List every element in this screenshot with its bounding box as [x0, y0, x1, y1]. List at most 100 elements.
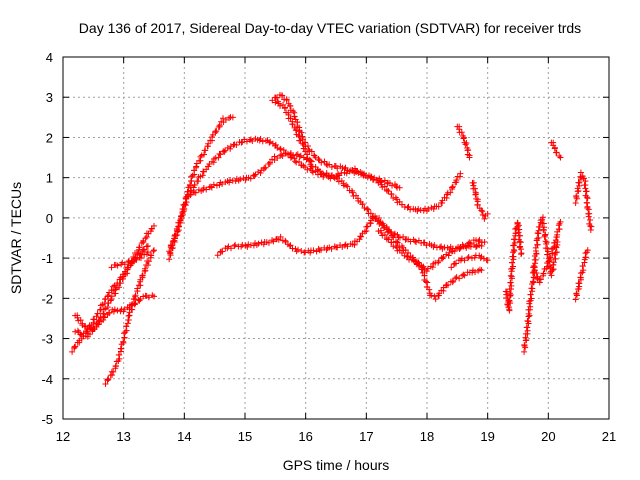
grid-lines	[63, 57, 609, 419]
data-point	[506, 307, 513, 314]
data-point	[112, 286, 119, 293]
data-point	[232, 241, 239, 248]
data-point	[320, 171, 327, 178]
data-point	[378, 229, 385, 236]
data-point	[131, 301, 138, 308]
y-tick-label: 3	[46, 90, 53, 105]
data-point	[292, 127, 299, 134]
data-point	[74, 314, 81, 321]
data-point	[349, 189, 356, 196]
data-point	[151, 247, 157, 254]
data-point	[121, 334, 128, 341]
data-point	[587, 223, 594, 230]
data-point	[359, 201, 366, 208]
data-point	[295, 132, 302, 139]
data-point	[463, 139, 470, 146]
data-point	[193, 163, 200, 170]
data-point	[357, 233, 364, 240]
data-point	[584, 195, 591, 202]
data-point	[550, 259, 557, 266]
series-track-k	[214, 213, 485, 303]
data-point	[388, 191, 395, 198]
series-track-u	[572, 169, 595, 233]
data-point	[449, 279, 456, 286]
data-point	[112, 362, 119, 369]
data-point	[348, 187, 355, 194]
data-point	[226, 115, 233, 122]
data-point	[315, 155, 322, 162]
data-point	[150, 248, 157, 255]
data-point	[466, 154, 473, 161]
data-point	[277, 102, 284, 109]
data-point	[552, 255, 559, 262]
data-point	[549, 267, 556, 274]
data-point	[379, 220, 386, 227]
data-point	[108, 264, 115, 271]
data-point	[396, 234, 403, 241]
data-point	[205, 163, 212, 170]
data-point	[105, 292, 112, 299]
data-point	[148, 252, 155, 259]
data-point	[101, 314, 108, 321]
data-point	[197, 153, 204, 160]
data-point	[328, 245, 335, 252]
data-point	[576, 179, 583, 186]
data-point	[69, 348, 76, 355]
data-point	[144, 243, 151, 250]
data-point	[556, 226, 563, 233]
data-point	[227, 177, 234, 184]
data-point	[535, 223, 542, 230]
data-point	[291, 113, 298, 120]
data-point	[132, 292, 139, 299]
data-point	[201, 151, 207, 158]
y-tick-label: -4	[41, 372, 53, 387]
data-point	[581, 182, 588, 189]
data-point	[279, 92, 286, 99]
data-point	[352, 168, 359, 175]
data-point	[579, 263, 586, 270]
data-point	[166, 256, 173, 263]
data-point	[121, 261, 128, 268]
data-point	[86, 331, 93, 338]
data-point	[126, 305, 133, 312]
data-point	[430, 206, 437, 213]
data-point	[478, 267, 485, 274]
data-point	[444, 282, 451, 289]
data-point	[390, 234, 397, 241]
data-point	[304, 143, 311, 150]
data-point	[422, 278, 429, 285]
data-point	[404, 253, 411, 260]
data-point	[460, 135, 467, 142]
y-tick-label: -5	[41, 412, 53, 427]
data-point	[202, 147, 209, 154]
data-point	[448, 264, 455, 271]
data-point	[582, 185, 589, 192]
data-point	[281, 105, 288, 112]
data-point	[262, 164, 269, 171]
y-tick-label: 1	[46, 171, 53, 186]
data-point	[465, 253, 472, 260]
data-point	[309, 169, 316, 176]
x-axis-label: GPS time / hours	[283, 457, 390, 473]
data-point	[387, 228, 394, 235]
data-point	[298, 247, 305, 254]
y-tick-label: 2	[46, 130, 53, 145]
data-point	[379, 232, 386, 239]
data-point	[512, 230, 519, 237]
data-point	[287, 115, 294, 122]
data-point	[151, 293, 157, 300]
data-point	[72, 328, 79, 335]
data-point	[413, 261, 420, 268]
data-point	[216, 150, 223, 157]
chart-title: Day 136 of 2017, Sidereal Day-to-day VTE…	[79, 20, 581, 36]
data-point	[384, 226, 391, 233]
series-track-q	[521, 214, 561, 355]
data-point	[142, 235, 149, 242]
data-point	[432, 296, 439, 303]
data-point	[584, 204, 591, 211]
data-point	[139, 272, 146, 279]
data-point	[308, 148, 315, 155]
data-point	[505, 297, 512, 304]
data-point	[129, 306, 136, 313]
